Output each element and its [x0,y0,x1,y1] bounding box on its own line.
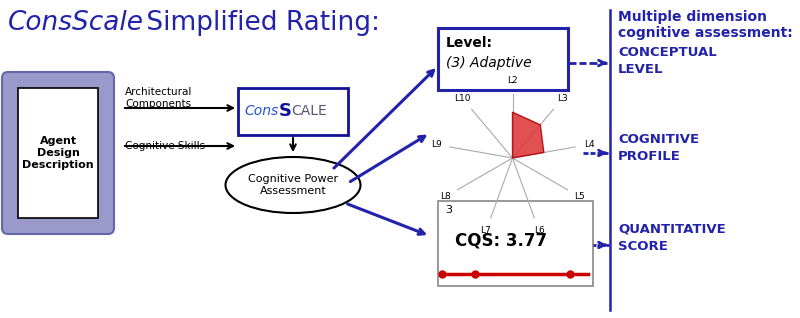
Text: ConsScale: ConsScale [8,10,144,36]
Text: L9: L9 [430,140,442,149]
Text: SCORE: SCORE [618,240,668,253]
Ellipse shape [226,157,361,213]
Text: L5: L5 [574,192,585,201]
Text: CONCEPTUAL: CONCEPTUAL [618,46,717,59]
FancyBboxPatch shape [438,201,593,286]
Text: L4: L4 [584,140,594,149]
Text: Cognitive Skills: Cognitive Skills [125,141,205,151]
Text: Simplified Rating:: Simplified Rating: [138,10,380,36]
Text: COGNITIVE: COGNITIVE [618,133,699,146]
Text: CQS: 3.77: CQS: 3.77 [455,231,547,249]
Text: PROFILE: PROFILE [618,150,681,163]
FancyBboxPatch shape [18,88,98,218]
FancyBboxPatch shape [438,28,568,90]
Text: Architectural
Components: Architectural Components [125,87,192,109]
Polygon shape [513,112,544,158]
Text: Cognitive Power
Assessment: Cognitive Power Assessment [248,174,338,196]
Text: S: S [279,102,292,120]
Text: cognitive assessment:: cognitive assessment: [618,26,793,40]
Text: Agent
Design
Description: Agent Design Description [22,136,94,169]
FancyBboxPatch shape [2,72,114,234]
Text: Multiple dimension: Multiple dimension [618,10,767,24]
Text: L7: L7 [481,226,491,235]
Text: 3: 3 [445,205,452,215]
Text: L3: L3 [557,94,568,103]
Text: L8: L8 [440,192,450,201]
Text: L10: L10 [454,94,471,103]
Text: Cons: Cons [244,104,278,118]
Text: L2: L2 [507,76,518,85]
FancyBboxPatch shape [238,88,348,135]
Text: LEVEL: LEVEL [618,63,663,76]
Text: (3) Adaptive: (3) Adaptive [446,56,532,70]
Text: Level:: Level: [446,36,493,50]
Text: L6: L6 [534,226,545,235]
Text: QUANTITATIVE: QUANTITATIVE [618,223,726,236]
Text: CALE: CALE [291,104,326,118]
